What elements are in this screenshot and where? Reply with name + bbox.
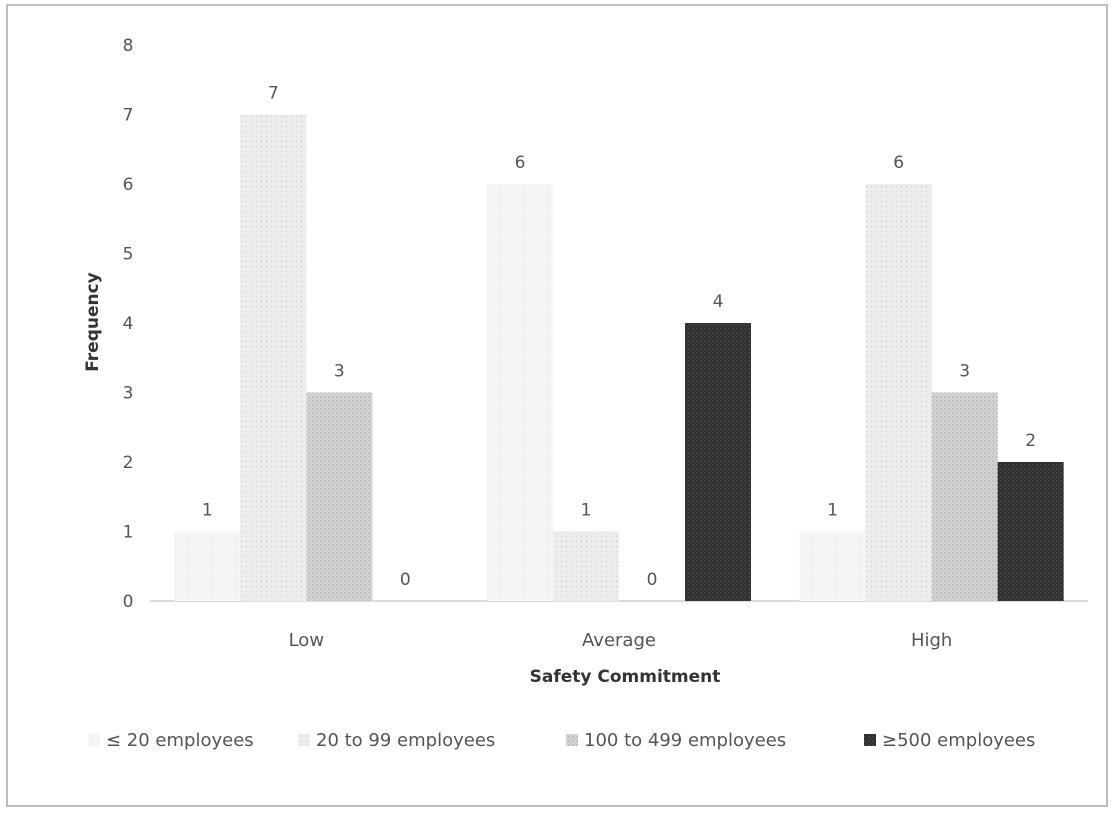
bar xyxy=(685,323,751,601)
y-axis-title: Frequency xyxy=(83,272,103,372)
legend-label: ≥500 employees xyxy=(882,730,1035,751)
bar-value-label: 6 xyxy=(515,153,526,173)
y-tick-label: 4 xyxy=(123,314,134,334)
bar-value-label: 6 xyxy=(893,153,904,173)
bar xyxy=(553,531,619,601)
legend: ≤ 20 employees 20 to 99 employees 100 to 4… xyxy=(88,730,1035,751)
bar-value-label: 0 xyxy=(647,570,658,590)
x-axis-title: Safety Commitment xyxy=(530,667,721,687)
bar xyxy=(174,531,241,601)
legend-swatch xyxy=(88,734,100,746)
bar xyxy=(931,392,998,601)
legend-swatch xyxy=(298,734,310,746)
y-tick-label: 1 xyxy=(123,523,134,543)
legend-label: 100 to 499 employees xyxy=(584,730,786,751)
bar-value-label: 7 xyxy=(268,84,279,104)
bar-value-label: 3 xyxy=(334,362,345,382)
y-tick-label: 7 xyxy=(123,106,134,126)
legend-swatch xyxy=(566,734,578,746)
y-tick-label: 5 xyxy=(123,245,134,265)
bar-value-label: 1 xyxy=(202,501,213,521)
bar xyxy=(240,114,307,601)
bars-group xyxy=(174,114,1064,601)
bar-value-label: 2 xyxy=(1025,431,1036,451)
x-category-label: Low xyxy=(289,630,324,651)
bar xyxy=(865,184,932,601)
legend-label: 20 to 99 employees xyxy=(316,730,495,751)
legend-swatch xyxy=(864,734,876,746)
y-axis-ticks: 0 1 2 3 4 5 6 7 8 xyxy=(123,36,134,612)
category-labels: Low Average High xyxy=(289,630,953,651)
bar xyxy=(487,184,553,601)
x-category-label: High xyxy=(911,630,952,651)
y-tick-label: 2 xyxy=(123,453,134,473)
bar xyxy=(799,531,866,601)
bar xyxy=(306,392,373,601)
bar-value-label: 1 xyxy=(827,501,838,521)
legend-label: ≤ 20 employees xyxy=(106,730,254,751)
y-tick-label: 6 xyxy=(123,175,134,195)
y-tick-label: 8 xyxy=(123,36,134,56)
x-category-label: Average xyxy=(582,630,656,651)
bar-value-label: 4 xyxy=(713,292,724,312)
y-tick-label: 3 xyxy=(123,384,134,404)
bar-value-label: 1 xyxy=(581,501,592,521)
bar xyxy=(997,462,1064,601)
bar-value-label: 0 xyxy=(400,570,411,590)
y-tick-label: 0 xyxy=(123,592,134,612)
data-labels-group: 1 7 3 0 6 1 0 4 1 6 3 2 xyxy=(202,84,1036,591)
bar-value-label: 3 xyxy=(959,362,970,382)
